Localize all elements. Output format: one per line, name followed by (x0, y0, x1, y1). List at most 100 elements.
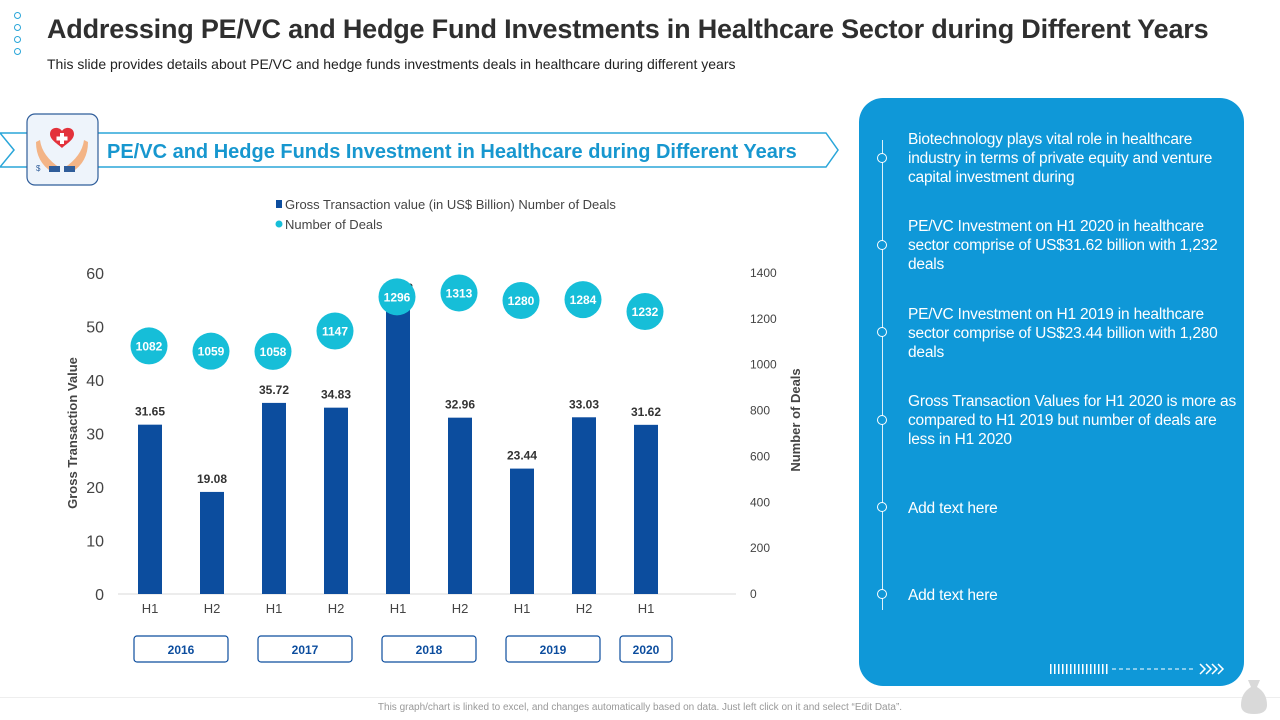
timeline-bullet (877, 327, 887, 337)
bar-value-label: 19.08 (197, 472, 227, 486)
deal-bubble-label: 1280 (508, 294, 535, 308)
deal-bubble-label: 1284 (570, 293, 597, 307)
bar (324, 407, 348, 594)
year-box (619, 635, 673, 663)
bar (386, 300, 410, 594)
deal-bubble (502, 282, 540, 320)
y2-axis-ticks: 0 200 400 600 800 1000 1200 1400 (750, 266, 777, 601)
bar (510, 468, 534, 594)
legend-bubble-swatch (275, 220, 283, 228)
x-tick-label: H2 (204, 601, 221, 616)
banner-title: PE/VC and Hedge Funds Investment in Heal… (107, 141, 797, 163)
deal-bubble-label: 1296 (384, 290, 411, 304)
y-axis-title: Gross Transaction Value (65, 357, 80, 509)
y-tick-label: 20 (86, 480, 104, 497)
bar-value-label: 32.96 (445, 398, 475, 412)
deal-bubble (564, 281, 602, 319)
y2-tick-label: 1200 (750, 312, 777, 326)
y-axis-ticks: 0 10 20 30 40 50 60 (86, 266, 104, 604)
deal-bubble-label: 1058 (260, 345, 287, 359)
bar (634, 424, 658, 594)
panel-item-4: Gross Transaction Values for H1 2020 is … (908, 393, 1237, 448)
y-tick-label: 60 (86, 266, 104, 283)
deal-bubble (192, 332, 230, 370)
year-box (133, 635, 229, 663)
bar-value-label: 33.03 (569, 397, 599, 411)
panel-item-1: Biotechnology plays vital role in health… (908, 131, 1213, 186)
panel-item-5: Add text here (908, 500, 998, 517)
x-tick-label: H2 (452, 601, 469, 616)
footer-note: This graph/chart is linked to excel, and… (377, 702, 903, 713)
decorative-dots (14, 12, 22, 60)
y-tick-label: 50 (86, 320, 104, 337)
y2-tick-label: 400 (750, 495, 770, 509)
deal-bubble-label: 1313 (446, 286, 473, 300)
y-tick-label: 0 (95, 587, 104, 604)
timeline-bullet (877, 502, 887, 512)
chart-area: PE/VC and Hedge Funds Investment in Heal… (0, 113, 839, 663)
bar-value-label: 34.83 (321, 388, 351, 402)
deal-bubble (378, 278, 416, 316)
money-bag-icon (1241, 680, 1267, 714)
bar-value-label: 35.72 (259, 383, 289, 397)
year-groups: 2016 2017 2018 2019 2020 (133, 635, 673, 663)
legend-bar-swatch (276, 200, 282, 208)
x-tick-label: H2 (576, 601, 593, 616)
x-tick-label: H1 (390, 601, 407, 616)
y2-tick-label: 1000 (750, 358, 777, 372)
bar (138, 424, 162, 594)
x-axis-categories: H1 H2 H1 H2 H1 H2 H1 H2 H1 (142, 601, 655, 616)
year-box (381, 635, 477, 663)
panel-progress-arrows (1050, 663, 1225, 675)
banner: PE/VC and Hedge Funds Investment in Heal… (0, 113, 839, 186)
y2-tick-label: 600 (750, 449, 770, 463)
x-tick-label: H1 (514, 601, 531, 616)
bubble-series: 1082 1059 1058 1147 1296 1313 1280 1284 1232 (130, 274, 664, 370)
y2-tick-label: 200 (750, 541, 770, 555)
y2-tick-label: 800 (750, 404, 770, 418)
x-tick-label: H2 (328, 601, 345, 616)
year-label: 2020 (633, 643, 660, 657)
panel-item-3: PE/VC Investment on H1 2019 in healthcar… (908, 306, 1218, 361)
legend-label-deals: Number of Deals (285, 217, 383, 232)
legend: Gross Transaction value (in US$ Billion)… (275, 197, 616, 232)
insights-panel (859, 98, 1244, 686)
svg-text:$: $ (36, 164, 41, 173)
bar-value-label: 31.65 (135, 405, 165, 419)
footer-divider (0, 697, 1280, 698)
panel-item-2: PE/VC Investment on H1 2020 in healthcar… (908, 218, 1218, 273)
year-box (257, 635, 353, 663)
deal-bubble-label: 1059 (198, 345, 225, 359)
bar (262, 402, 286, 594)
healthcare-hands-heart-icon: $ (36, 127, 88, 173)
y-tick-label: 30 (86, 427, 104, 444)
y2-tick-label: 1400 (750, 266, 777, 280)
page-subtitle: This slide provides details about PE/VC … (47, 56, 736, 72)
year-box (505, 635, 601, 663)
deal-bubble (626, 293, 664, 331)
timeline-line (882, 140, 883, 610)
timeline-bullet (877, 153, 887, 163)
deal-bubble (316, 312, 354, 350)
timeline-bullet (877, 415, 887, 425)
deal-bubble-label: 1147 (322, 325, 348, 339)
y-tick-label: 40 (86, 373, 104, 390)
bar (200, 491, 224, 594)
x-tick-label: H1 (638, 601, 655, 616)
banner-icon-box (26, 113, 99, 186)
deal-bubble (440, 274, 478, 312)
y2-axis-title: Number of Deals (788, 368, 803, 471)
deal-bubble (254, 332, 292, 370)
deal-bubble (130, 327, 168, 365)
bar-series: 31.6519.0835.7234.8354.7832.9623.4433.03… (135, 281, 661, 594)
x-tick-label: H1 (142, 601, 159, 616)
bar (448, 417, 472, 594)
bar-value-label: 31.62 (631, 405, 661, 419)
x-tick-label: H1 (266, 601, 283, 616)
year-label: 2019 (540, 643, 567, 657)
year-label: 2017 (292, 643, 319, 657)
banner-ribbon (0, 132, 839, 168)
timeline-bullet (877, 589, 887, 599)
bar (572, 417, 596, 594)
year-label: 2016 (168, 643, 195, 657)
